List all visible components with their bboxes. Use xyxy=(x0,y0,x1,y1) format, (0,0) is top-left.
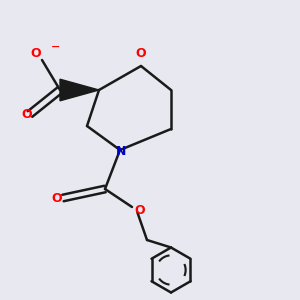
Text: O: O xyxy=(52,191,62,205)
Text: N: N xyxy=(116,145,127,158)
Text: −: − xyxy=(51,41,60,52)
Text: O: O xyxy=(22,107,32,121)
Polygon shape xyxy=(60,79,99,101)
Text: O: O xyxy=(134,203,145,217)
Text: O: O xyxy=(136,47,146,61)
Text: O: O xyxy=(31,47,41,61)
